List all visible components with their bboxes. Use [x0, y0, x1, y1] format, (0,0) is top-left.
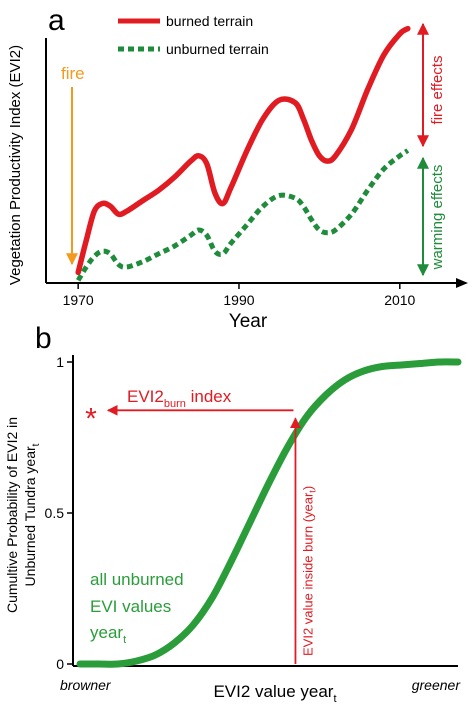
burn-index-asterisk: * — [85, 402, 97, 435]
panel-b-x-axis-label-text: EVI2 value year — [213, 682, 333, 701]
panel-b-x-axis-label: EVI2 value yeart — [213, 682, 336, 705]
panel-a-y-axis-label: Vegetation Productivity Index (EVI2) — [7, 45, 24, 285]
evi2-burn-index-subscript: burn — [164, 398, 186, 410]
panel-a-x-axis-arrowhead — [456, 278, 468, 288]
legend: burned terrain unburned terrain — [118, 13, 269, 57]
panel-a-x-axis-label: Year — [229, 311, 268, 332]
x-axis-right-end-label: greener — [412, 677, 462, 693]
evi2-value-inside-burn-label: EVI2 value inside burn (yeart) — [300, 486, 317, 656]
panel-a-x-tick-label: 1970 — [63, 292, 94, 308]
x-axis-left-end-label: browner — [60, 677, 112, 693]
panel-b-y-axis-label-line-2: Unburned Tundra yeart — [22, 443, 42, 586]
panel-b-y-tick-label: 1 — [56, 354, 64, 370]
evi2-burn-index-suffix: index — [186, 387, 232, 406]
panel-a-x-ticks: 1970 1990 2010 — [63, 283, 416, 308]
series-label-line-1: all unburned — [90, 570, 184, 589]
panel-b: b 00.51 Cumultive Probability of EVI2 in… — [4, 322, 462, 705]
panel-a-label: a — [48, 4, 65, 37]
evi2-value-inside-burn-subscript: t — [307, 490, 317, 493]
panel-b-y-axis-label-subscript: t — [31, 443, 42, 446]
legend-burned-label: burned terrain — [166, 13, 253, 29]
panel-a-x-tick-label: 2010 — [384, 292, 415, 308]
fire-effects-label: fire effects — [429, 56, 446, 125]
legend-unburned-label: unburned terrain — [166, 41, 269, 57]
panel-b-y-tick-label: 0 — [56, 656, 64, 672]
series-label-line-2: EVI values — [90, 597, 171, 616]
fire-annotation-label: fire — [61, 64, 85, 83]
panel-b-y-axis-label-text: Unburned Tundra year — [22, 446, 38, 586]
evi2-burn-index-text: EVI2 — [127, 387, 164, 406]
series-unburned-terrain-line — [76, 148, 410, 282]
panel-b-y-ticks: 00.51 — [45, 354, 73, 672]
series-label-line-3-text: year — [90, 623, 123, 642]
panel-b-y-axis-label-line-1: Cumultive Probability of EVI2 in — [4, 417, 20, 613]
evi2-value-inside-burn-text: EVI2 value inside burn (year — [300, 492, 315, 656]
panel-a-x-tick-label: 1990 — [223, 292, 254, 308]
series-label-line-3: yeart — [90, 623, 126, 646]
warming-effects-label: warming effects — [429, 165, 446, 271]
series-label-line-3-subscript: t — [123, 634, 126, 646]
evi2-burn-index-label: EVI2burn index — [127, 387, 232, 410]
panel-b-label: b — [35, 322, 52, 355]
evi2-value-inside-burn-suffix: ) — [300, 486, 315, 490]
series-burned-terrain-line — [75, 25, 411, 276]
panel-b-x-axis-label-subscript: t — [333, 693, 336, 705]
panel-b-y-tick-label: 0.5 — [45, 505, 65, 521]
series-label-unburned: all unburned EVI values yeart — [90, 570, 184, 646]
series-cdf-curve — [76, 358, 462, 668]
panel-a: a Vegetation Productivity Index (EVI2) 1… — [7, 4, 468, 332]
